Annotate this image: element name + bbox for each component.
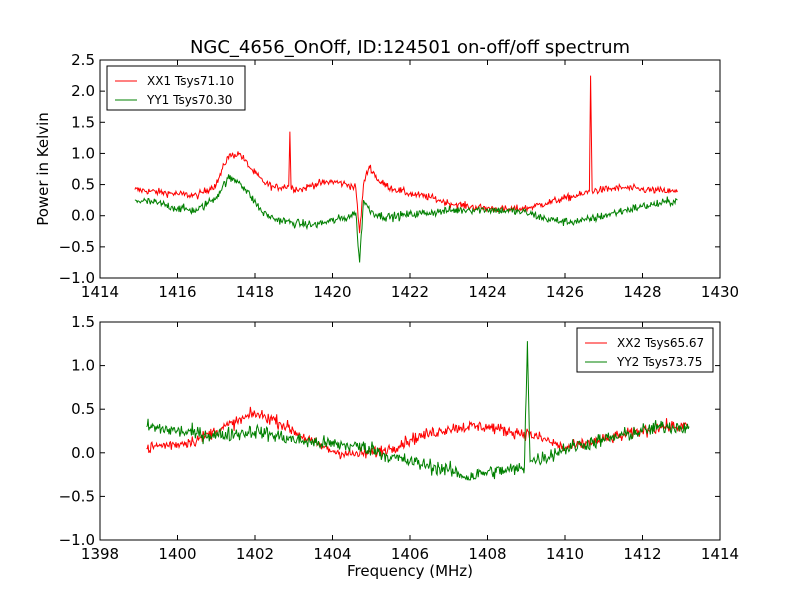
legend-label-1: XX1 Tsys71.10 (147, 74, 234, 88)
series-line-1 (146, 406, 690, 460)
y-tick-label: 0.0 (71, 444, 95, 462)
x-tick-label: 1410 (546, 545, 584, 563)
y-tick-label: −1.0 (59, 531, 95, 549)
y-tick-label: −0.5 (59, 487, 95, 505)
x-tick-label: 1414 (701, 545, 739, 563)
y-tick-label: 1.5 (71, 313, 95, 331)
x-tick-label: 1426 (546, 283, 584, 301)
x-tick-label: 1404 (313, 545, 351, 563)
x-tick-label: 1428 (623, 283, 661, 301)
x-tick-label: 1400 (158, 545, 196, 563)
x-tick-label: 1414 (81, 283, 119, 301)
legend-label-2: YY1 Tsys70.30 (146, 93, 232, 107)
y-tick-label: 1.0 (71, 144, 95, 162)
x-tick-label: 1430 (701, 283, 739, 301)
series-line-2 (146, 341, 690, 481)
series-line-1 (134, 75, 678, 234)
legend-label-2: YY2 Tsys73.75 (616, 355, 702, 369)
x-tick-label: 1412 (623, 545, 661, 563)
y-tick-label: 0.5 (71, 176, 95, 194)
x-tick-label: 1422 (391, 283, 429, 301)
bottom-plot: 1398 1400 1402 1404 1406 1408 1410 1412 1414 −1.0… (59, 313, 740, 580)
x-tick-label: 1398 (81, 545, 119, 563)
x-tick-label: 1406 (391, 545, 429, 563)
y-tick-label: 1.0 (71, 357, 95, 375)
x-tick-label: 1402 (236, 545, 274, 563)
y-axis-label: Power in Kelvin (34, 112, 52, 226)
figure-title: NGC_4656_OnOff, ID:124501 on-off/off spe… (190, 37, 630, 58)
x-tick-label: 1416 (158, 283, 196, 301)
y-tick-label: 2.5 (71, 51, 95, 69)
x-tick-label: 1408 (468, 545, 506, 563)
y-tick-label: 0.0 (71, 207, 95, 225)
x-tick-label: 1424 (468, 283, 506, 301)
y-tick-label: 0.5 (71, 400, 95, 418)
legend-label-1: XX2 Tsys65.67 (617, 336, 704, 350)
legend-box (576, 327, 714, 373)
top-plot: 1414 1416 1418 1420 1422 1424 1426 1428 1430 −1.0… (34, 51, 739, 301)
series-line-2 (134, 174, 678, 263)
x-tick-label: 1420 (313, 283, 351, 301)
y-tick-label: −0.5 (59, 238, 95, 256)
y-tick-label: 1.5 (71, 113, 95, 131)
x-axis-label: Frequency (MHz) (347, 562, 473, 580)
legend-box (106, 65, 246, 111)
x-tick-label: 1418 (236, 283, 274, 301)
y-tick-label: −1.0 (59, 269, 95, 287)
y-tick-label: 2.0 (71, 82, 95, 100)
